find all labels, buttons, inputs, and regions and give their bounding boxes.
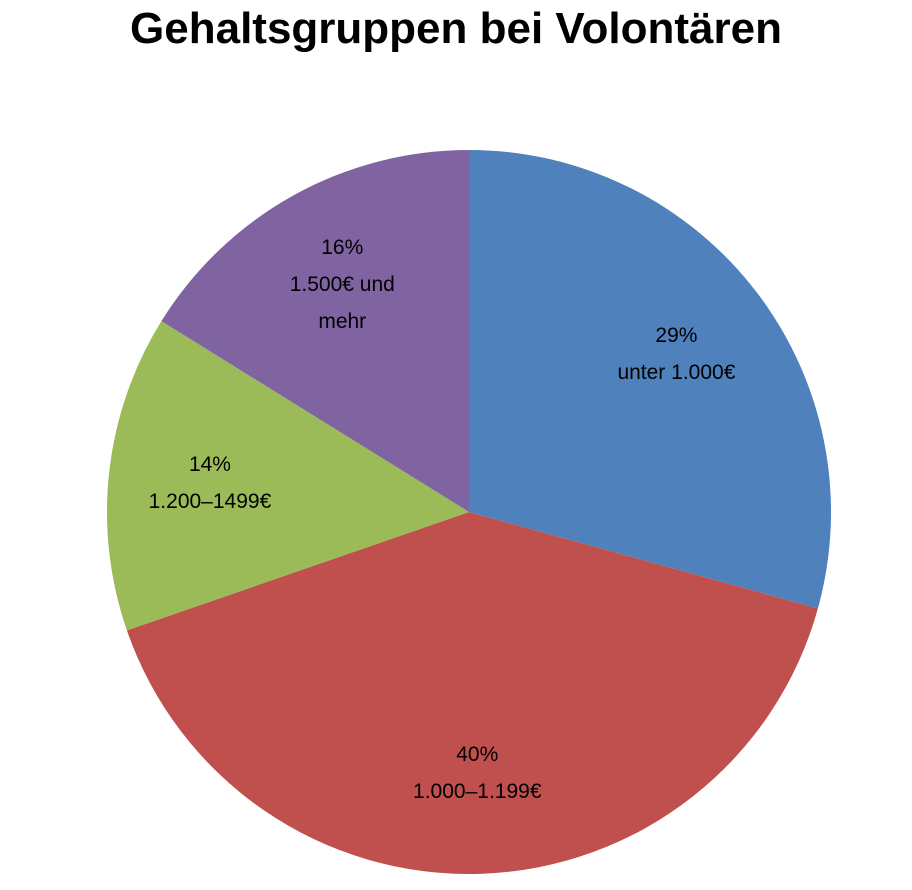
value-label: 40% xyxy=(456,742,499,766)
value-label: 29% xyxy=(655,324,698,348)
slice-label: 29% unter 1.000€ xyxy=(591,317,761,391)
value-label: 14% xyxy=(188,453,231,477)
pie-slice xyxy=(469,150,831,609)
pie-slice xyxy=(161,150,469,512)
pie-slice xyxy=(107,321,470,631)
pie-slice xyxy=(126,512,818,875)
chart-title: Gehaltsgruppen bei Volontären xyxy=(130,4,782,53)
category-label: 1.000–1.199€ xyxy=(413,779,542,803)
slice-label: 14% 1.200–1499€ xyxy=(125,446,295,520)
slice-label: 16% 1.500€ und mehr xyxy=(277,229,407,340)
category-label: 1.500€ und mehr xyxy=(289,272,395,333)
value-label: 16% xyxy=(321,235,364,259)
slice-label: 40% 1.000–1.199€ xyxy=(392,736,562,810)
category-label: unter 1.000€ xyxy=(617,361,736,385)
category-label: 1.200–1499€ xyxy=(148,490,272,514)
